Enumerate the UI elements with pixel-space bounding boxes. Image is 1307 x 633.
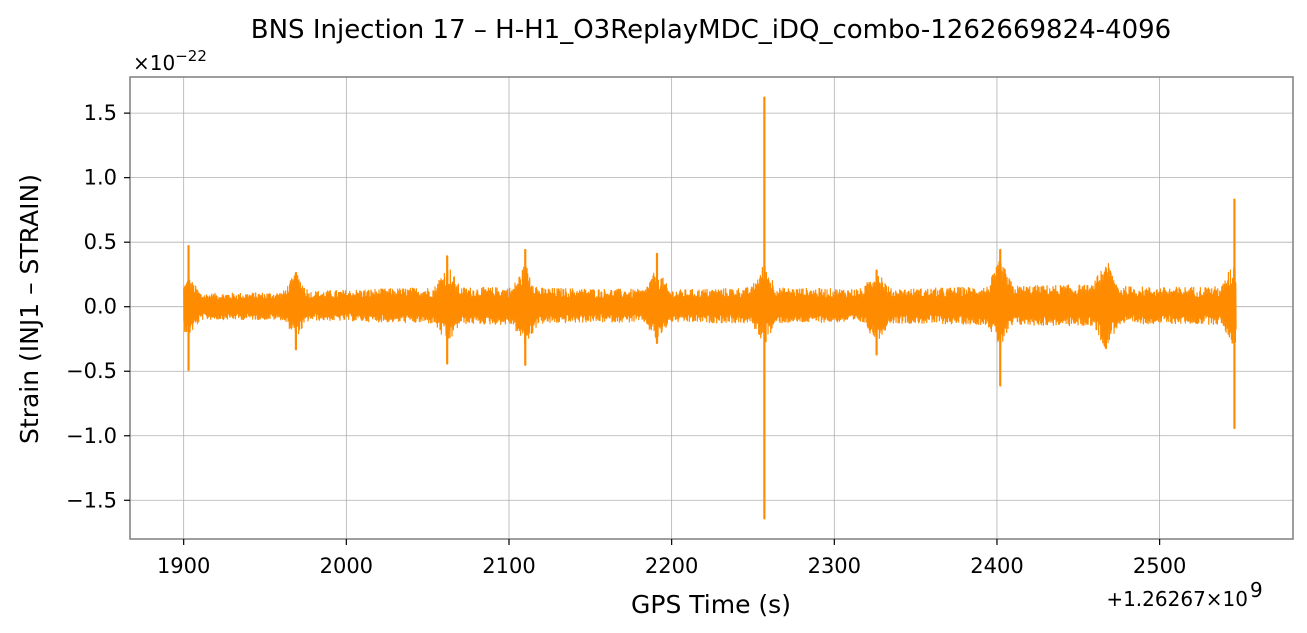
x-tick-label: 1900 bbox=[157, 554, 210, 578]
y-tick-label: 1.0 bbox=[84, 166, 117, 190]
x-tick-label: 2400 bbox=[970, 554, 1023, 578]
y-tick-label: −1.5 bbox=[66, 488, 117, 512]
y-tick-label: −0.5 bbox=[66, 359, 117, 383]
y-tick-label: 0.5 bbox=[84, 230, 117, 254]
x-tick-label: 2500 bbox=[1133, 554, 1186, 578]
y-axis-label: Strain (INJ1 – STRAIN) bbox=[15, 174, 44, 444]
x-tick-label: 2300 bbox=[808, 554, 861, 578]
x-offset-exponent: 9 bbox=[1250, 578, 1263, 602]
x-axis-label: GPS Time (s) bbox=[631, 590, 791, 619]
chart-title: BNS Injection 17 – H-H1_O3ReplayMDC_iDQ_… bbox=[251, 15, 1171, 45]
y-tick-label: −1.0 bbox=[66, 424, 117, 448]
strain-noise-trace bbox=[183, 261, 1237, 347]
x-offset-label: +1.26267×10 bbox=[1106, 587, 1248, 611]
y-scale-exponent: −22 bbox=[175, 47, 207, 65]
x-tick-label: 2200 bbox=[645, 554, 698, 578]
plot-frame bbox=[129, 76, 1294, 540]
y-tick-label: 1.5 bbox=[84, 101, 117, 125]
x-tick-label: 2000 bbox=[320, 554, 373, 578]
axis-ticks: 1900 2000 2100 2200 2300 2400 2500 −1.5 −1.0 −0.5… bbox=[66, 101, 1186, 578]
y-scale-factor: ×10−22 bbox=[133, 47, 207, 75]
y-tick-label: 0.0 bbox=[84, 295, 117, 319]
series-layer bbox=[183, 96, 1237, 520]
x-tick-label: 2100 bbox=[482, 554, 535, 578]
